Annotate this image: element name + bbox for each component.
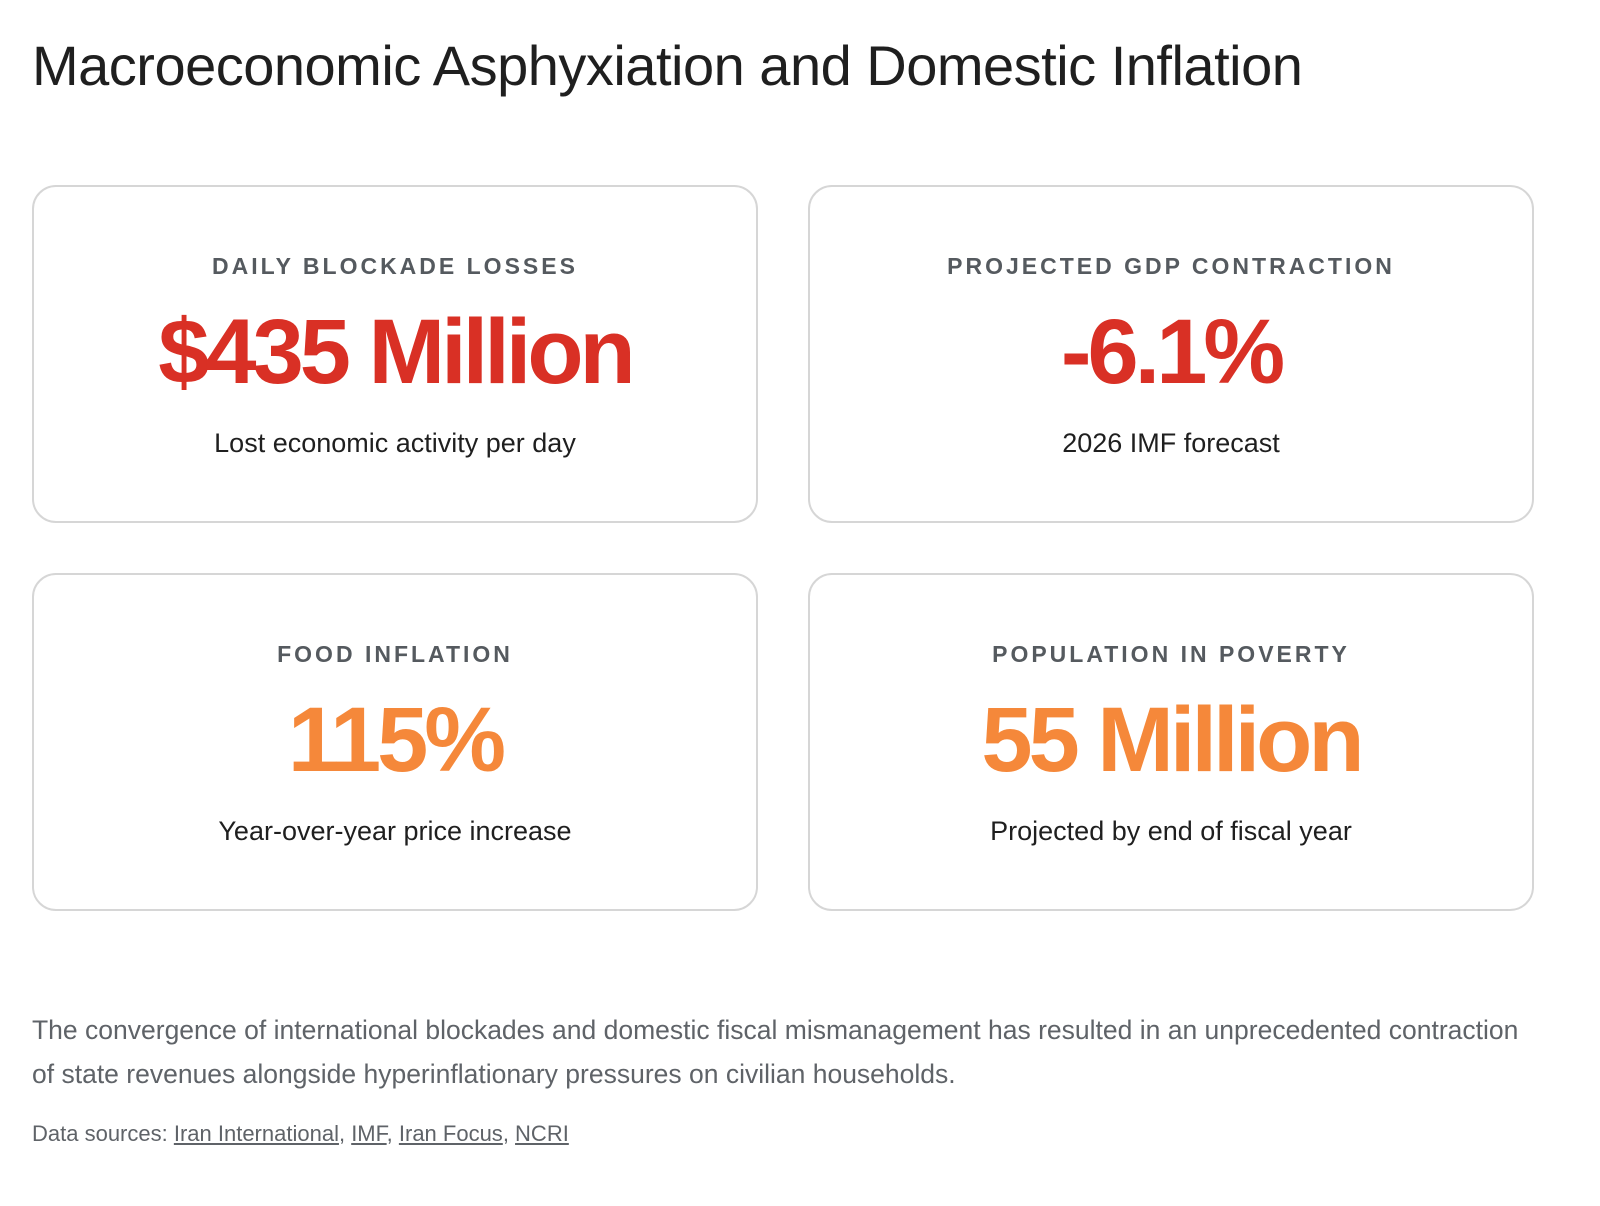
stat-card-label: DAILY BLOCKADE LOSSES [212, 253, 578, 279]
stat-card-value: -6.1% [1060, 301, 1285, 403]
source-link-ncri[interactable]: NCRI [515, 1121, 569, 1146]
stat-card-value: 115% [287, 689, 506, 791]
stat-card-description: Year-over-year price increase [218, 816, 572, 846]
stat-card-label: FOOD INFLATION [277, 641, 513, 667]
source-link-iran-focus[interactable]: Iran Focus [398, 1121, 503, 1146]
stat-card-description: 2026 IMF forecast [1062, 428, 1280, 458]
source-separator: , [338, 1121, 352, 1146]
source-link-imf[interactable]: IMF [351, 1121, 387, 1146]
summary-paragraph: The convergence of international blockad… [32, 1015, 1519, 1089]
source-separator: , [502, 1121, 516, 1146]
stat-card-value: 55 Million [981, 689, 1364, 791]
stat-card-projected-gdp-contraction: PROJECTED GDP CONTRACTION -6.1% 2026 IMF… [808, 185, 1534, 523]
source-link-iran-international[interactable]: Iran International [173, 1121, 339, 1146]
stat-card-value: $435 Million [158, 301, 636, 403]
page-title: Macroeconomic Asphyxiation and Domestic … [32, 34, 1303, 97]
stat-card-food-inflation: FOOD INFLATION 115% Year-over-year price… [32, 573, 758, 911]
stat-card-description: Projected by end of fiscal year [990, 816, 1352, 846]
stat-card-population-in-poverty: POPULATION IN POVERTY 55 Million Project… [808, 573, 1534, 911]
stat-card-description: Lost economic activity per day [214, 428, 576, 458]
stat-card-label: POPULATION IN POVERTY [992, 641, 1350, 667]
source-separator: , [386, 1121, 399, 1146]
stat-card-daily-blockade-losses: DAILY BLOCKADE LOSSES $435 Million Lost … [32, 185, 758, 523]
data-sources: Data sources: Iran International, IMF, I… [32, 1118, 569, 1150]
data-sources-prefix: Data sources: [32, 1121, 174, 1146]
stat-card-label: PROJECTED GDP CONTRACTION [947, 253, 1395, 279]
